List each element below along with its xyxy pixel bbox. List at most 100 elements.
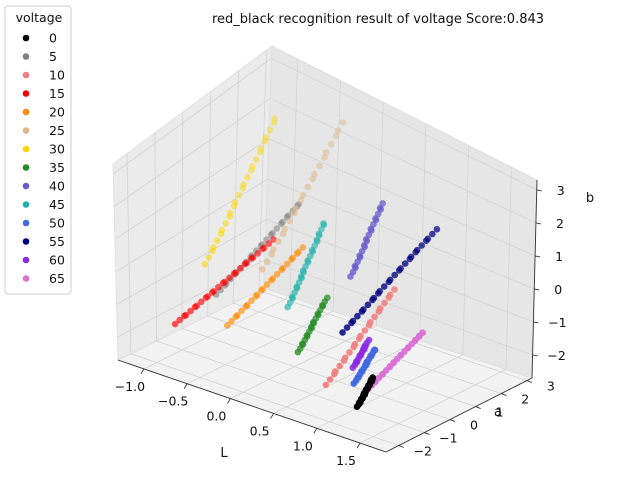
legend-label-15: 15 — [49, 86, 65, 101]
point-voltage-20 — [248, 297, 255, 305]
left-grid-z — [117, 259, 266, 338]
chart-title: red_black recognition result of voltage … — [212, 12, 544, 27]
point-voltage-55 — [433, 226, 441, 233]
point-voltage-15 — [265, 240, 273, 247]
x-tick-mark — [140, 368, 145, 375]
point-voltage-50 — [350, 380, 358, 387]
point-voltage-15 — [259, 245, 266, 253]
legend-marker-20 — [22, 108, 30, 116]
point-voltage-15 — [187, 307, 194, 315]
y-tick-mark — [475, 406, 481, 409]
y-tick-label: −2 — [414, 444, 432, 459]
point-voltage-30 — [270, 119, 278, 127]
z-tick-mark — [532, 354, 538, 357]
point-voltage-25 — [339, 119, 347, 126]
point-voltage-10 — [391, 286, 398, 293]
floor-grid-x — [186, 310, 334, 385]
point-voltage-30 — [222, 220, 229, 227]
point-voltage-55 — [369, 296, 376, 304]
left-grid-z — [114, 138, 270, 240]
point-voltage-10 — [381, 299, 388, 307]
point-voltage-15 — [219, 279, 227, 287]
x-tick-label: −0.5 — [158, 394, 188, 409]
point-voltage-25 — [286, 217, 294, 225]
floor-grid-x — [316, 354, 464, 429]
legend-marker-0 — [22, 34, 30, 42]
point-voltage-30 — [252, 156, 260, 163]
y-tick-label: 2 — [521, 392, 529, 407]
legend-marker-50 — [22, 219, 30, 227]
floor-grid-x — [273, 339, 420, 414]
point-voltage-10 — [385, 294, 393, 301]
left-grid-y — [232, 70, 239, 304]
point-voltage-30 — [257, 145, 265, 152]
point-voltage-60 — [349, 364, 357, 372]
y-tick-label: 1 — [496, 405, 504, 420]
point-voltage-15 — [226, 274, 233, 282]
point-voltage-30 — [230, 202, 238, 210]
legend-marker-55 — [22, 238, 30, 245]
point-voltage-55 — [391, 271, 399, 279]
point-voltage-30 — [205, 254, 213, 261]
left-grid-y — [126, 153, 132, 354]
z-tick-label: 2 — [556, 216, 564, 231]
legend-label-10: 10 — [49, 68, 65, 83]
point-voltage-30 — [266, 126, 274, 134]
point-voltage-15 — [254, 250, 261, 257]
y-tick-mark — [424, 432, 430, 435]
point-voltage-55 — [380, 283, 388, 290]
point-voltage-20 — [238, 307, 245, 315]
legend-label-45: 45 — [49, 197, 65, 212]
point-voltage-55 — [401, 260, 409, 267]
point-voltage-30 — [239, 184, 247, 192]
point-voltage-20 — [293, 250, 301, 257]
point-voltage-25 — [327, 140, 335, 148]
point-voltage-30 — [248, 167, 255, 174]
point-voltage-10 — [350, 343, 358, 351]
point-voltage-10 — [355, 335, 363, 343]
legend-label-60: 60 — [49, 253, 65, 268]
floor-grid-x — [359, 368, 507, 444]
point-voltage-55 — [423, 237, 430, 244]
point-voltage-25 — [311, 170, 318, 178]
point-voltage-20 — [263, 281, 271, 288]
point-voltage-55 — [375, 290, 382, 297]
point-voltage-30 — [213, 237, 221, 244]
point-voltage-10 — [326, 376, 334, 383]
point-voltage-30 — [256, 149, 264, 156]
floor-grid-y — [258, 290, 528, 381]
point-voltage-25 — [321, 154, 328, 161]
point-voltage-15 — [198, 298, 205, 306]
point-voltage-45 — [284, 303, 291, 311]
floor-grid-x — [230, 325, 377, 399]
point-voltage-20 — [283, 260, 291, 268]
point-voltage-15 — [171, 320, 179, 328]
point-voltage-55 — [348, 319, 355, 327]
point-voltage-55 — [339, 329, 346, 336]
z-tick-mark — [536, 189, 542, 192]
axis-panes — [112, 44, 538, 453]
y-tick-label: 3 — [547, 379, 555, 394]
point-voltage-55 — [343, 324, 351, 331]
point-voltage-25 — [334, 127, 342, 134]
point-voltage-30 — [209, 247, 216, 255]
z-tick-mark — [535, 222, 542, 225]
left-grid-z — [116, 219, 267, 305]
z-axis-line — [531, 179, 538, 379]
x-tick-label: −1.0 — [115, 379, 145, 394]
point-voltage-10 — [346, 349, 353, 356]
y-tick-label: −1 — [439, 431, 457, 446]
point-voltage-10 — [340, 357, 348, 364]
floor-grid-y — [130, 353, 399, 446]
point-voltage-20 — [299, 244, 307, 251]
x-tick-label: 1.5 — [336, 453, 356, 468]
y-tick-mark — [449, 419, 456, 422]
point-voltage-40 — [347, 273, 354, 280]
z-tick-mark — [534, 288, 540, 291]
legend-frame — [4, 5, 72, 295]
legend-label-25: 25 — [49, 123, 65, 138]
left-grid-z — [115, 178, 268, 273]
point-voltage-15 — [176, 316, 183, 324]
point-voltage-15 — [181, 312, 188, 320]
